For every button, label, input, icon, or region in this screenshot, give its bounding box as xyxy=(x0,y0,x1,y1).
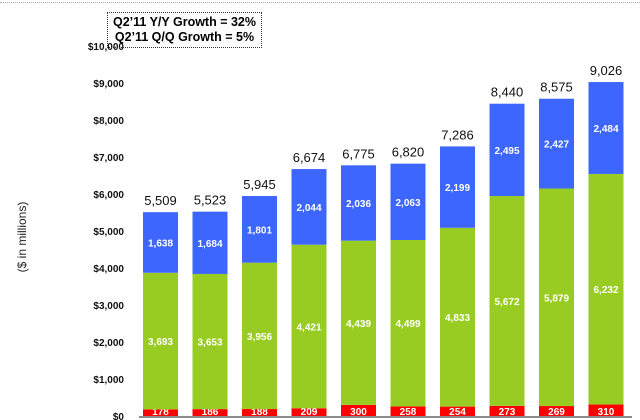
total-label: 9,026 xyxy=(590,63,623,78)
segment-label-red: 300 xyxy=(350,407,367,418)
bar-segment-red xyxy=(489,405,525,416)
bar-segment-green xyxy=(390,239,426,407)
bar-segment-red xyxy=(242,409,277,416)
segment-label-green: 3,956 xyxy=(247,332,272,343)
bar-segment-blue xyxy=(390,163,426,240)
total-label: 8,575 xyxy=(540,80,573,95)
segment-label-red: 186 xyxy=(202,407,219,418)
bar-segment-green xyxy=(143,272,178,410)
total-label: 5,509 xyxy=(144,193,177,208)
segment-label-green: 6,232 xyxy=(593,285,618,296)
segment-label-green: 4,499 xyxy=(395,319,420,330)
segment-label-green: 4,421 xyxy=(296,322,321,333)
bar-segment-green xyxy=(539,188,574,407)
segment-label-green: 3,653 xyxy=(197,338,222,349)
segment-label-blue: 2,495 xyxy=(494,146,519,157)
segment-label-blue: 2,199 xyxy=(445,183,470,194)
bar-segment-green xyxy=(242,262,277,410)
qq-growth-text: Q2’11 Q/Q Growth = 5% xyxy=(114,30,255,44)
bar-segment-red xyxy=(143,409,178,416)
segment-label-red: 258 xyxy=(400,407,417,418)
top-dotted-rule xyxy=(0,2,640,3)
segment-label-red: 273 xyxy=(499,407,516,418)
segment-label-green: 5,879 xyxy=(544,293,569,304)
growth-annotation-box: Q2’11 Y/Y Growth = 32% Q2’11 Q/Q Growth … xyxy=(107,12,262,48)
total-label: 5,945 xyxy=(243,177,276,192)
bar-segment-red xyxy=(390,406,426,416)
segment-label-green: 5,672 xyxy=(494,297,519,308)
y-tick-label: $6,000 xyxy=(93,190,124,201)
segment-label-green: 3,693 xyxy=(148,337,173,348)
segment-label-red: 269 xyxy=(548,407,565,418)
total-label: 8,440 xyxy=(491,85,524,100)
total-label: 6,820 xyxy=(392,145,425,160)
bar-segment-green xyxy=(341,240,376,405)
bar-segment-green xyxy=(440,227,475,407)
segment-label-red: 188 xyxy=(251,407,268,418)
bar-segment-green xyxy=(192,273,228,410)
bar-segment-red xyxy=(588,404,624,416)
bar-segment-blue xyxy=(192,211,228,274)
bar-segment-red xyxy=(341,404,376,416)
bar-segment-green xyxy=(489,196,525,406)
segment-label-blue: 2,427 xyxy=(544,140,569,151)
segment-label-blue: 2,044 xyxy=(296,203,321,214)
segment-label-green: 4,439 xyxy=(346,319,371,330)
segment-label-blue: 1,638 xyxy=(148,238,173,249)
y-tick-label: $0 xyxy=(113,412,125,420)
bar-segment-blue xyxy=(440,146,475,228)
y-tick-label: $8,000 xyxy=(93,116,124,127)
segment-label-red: 254 xyxy=(449,407,466,418)
bar-segment-red xyxy=(440,406,475,416)
segment-label-red: 310 xyxy=(598,407,615,418)
y-tick-label: $3,000 xyxy=(93,301,124,312)
segment-label-blue: 1,801 xyxy=(247,225,272,236)
bar-segment-red xyxy=(539,406,574,416)
segment-label-red: 178 xyxy=(152,407,169,418)
total-label: 6,674 xyxy=(293,150,326,165)
bar-segment-blue xyxy=(489,103,525,197)
bar-segment-blue xyxy=(539,98,574,189)
y-tick-label: $9,000 xyxy=(93,79,124,90)
y-tick-label: $4,000 xyxy=(93,264,124,275)
total-label: 5,523 xyxy=(194,193,227,208)
yy-growth-text: Q2’11 Y/Y Growth = 32% xyxy=(112,15,256,29)
total-label: 7,286 xyxy=(441,127,474,142)
segment-label-green: 4,833 xyxy=(445,313,470,324)
bar-segment-blue xyxy=(341,165,376,241)
bar-segment-red xyxy=(291,408,327,416)
segment-label-blue: 1,684 xyxy=(197,239,222,250)
bar-segment-green xyxy=(588,173,624,405)
y-tick-label: $2,000 xyxy=(93,338,124,349)
bar-segment-blue xyxy=(291,169,327,245)
segment-label-red: 209 xyxy=(301,407,318,418)
segment-label-blue: 2,036 xyxy=(346,199,371,210)
bar-segment-red xyxy=(192,409,228,416)
y-tick-label: $7,000 xyxy=(93,153,124,164)
y-tick-label: $10,000 xyxy=(88,42,125,53)
bar-segment-blue xyxy=(143,212,178,273)
bar-segment-blue xyxy=(242,196,277,263)
y-tick-label: $1,000 xyxy=(93,375,124,386)
total-label: 6,775 xyxy=(342,146,375,161)
bar-segment-green xyxy=(291,244,327,409)
y-axis-label: ($ in millions) xyxy=(15,201,29,273)
segment-label-blue: 2,063 xyxy=(395,198,420,209)
segment-label-blue: 2,484 xyxy=(593,124,618,135)
y-tick-label: $5,000 xyxy=(93,227,124,238)
bar-segment-blue xyxy=(588,82,624,174)
